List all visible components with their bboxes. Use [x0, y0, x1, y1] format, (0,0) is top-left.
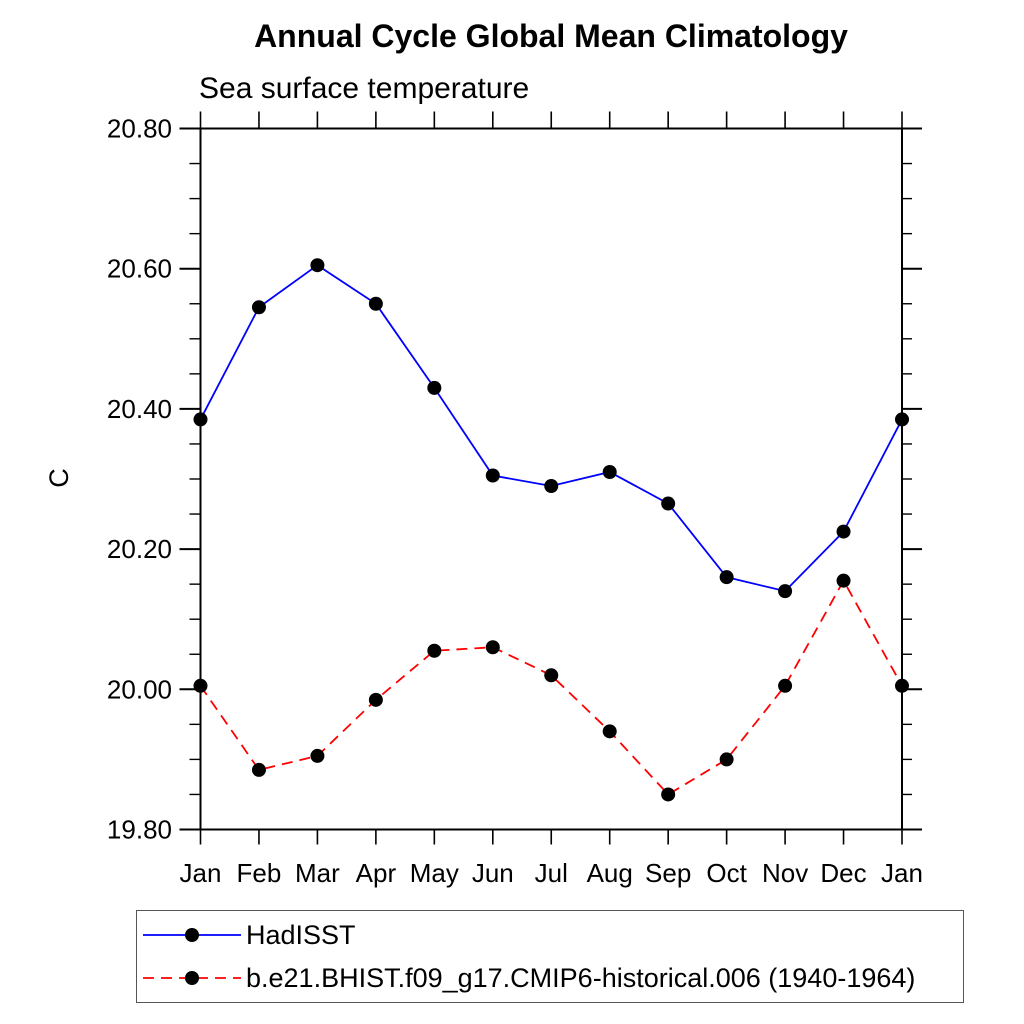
y-tick-label: 20.80 [107, 114, 172, 144]
x-tick-label: Sep [645, 858, 691, 888]
data-point-marker [544, 668, 559, 683]
data-point-marker [719, 752, 734, 767]
x-tick-label: Oct [706, 858, 747, 888]
x-tick-label: May [410, 858, 459, 888]
data-point-marker [719, 570, 734, 585]
data-point-marker [836, 573, 851, 588]
data-point-marker [368, 296, 383, 311]
y-tick-label: 19.80 [107, 815, 172, 845]
x-tick-label: Mar [295, 858, 340, 888]
data-point-marker [193, 412, 208, 427]
legend-label-hadisst: HadISST [246, 919, 356, 950]
data-point-marker [778, 584, 793, 599]
y-tick-label: 20.60 [107, 254, 172, 284]
data-point-marker [485, 468, 500, 483]
data-point-marker [895, 412, 909, 427]
x-tick-label: Jan [881, 858, 923, 888]
data-point-marker [193, 678, 208, 693]
x-tick-label: Jul [535, 858, 568, 888]
data-point-marker [778, 678, 793, 693]
data-point-marker [661, 787, 676, 802]
legend-sample-marker [185, 928, 199, 942]
chart-subtitle: Sea surface temperature [199, 72, 530, 105]
y-tick-label: 20.20 [107, 534, 172, 564]
data-point-marker [602, 464, 617, 479]
legend-item-hadisst: HadISST [141, 914, 963, 957]
data-point-marker [368, 692, 383, 707]
x-tick-label: Jan [180, 858, 222, 888]
data-point-marker [602, 724, 617, 739]
x-tick-label: Apr [356, 858, 397, 888]
x-tick-label: Jun [472, 858, 514, 888]
legend-label-model: b.e21.BHIST.f09_g17.CMIP6-historical.006… [246, 962, 916, 993]
x-tick-label: Dec [820, 858, 866, 888]
x-tick-label: Nov [762, 858, 808, 888]
data-point-marker [310, 258, 325, 273]
data-point-marker [251, 762, 266, 777]
data-point-marker [251, 300, 266, 315]
data-point-marker [895, 678, 909, 693]
data-point-marker [836, 524, 851, 539]
x-tick-label: Feb [237, 858, 282, 888]
legend-box: HadISST b.e21.BHIST.f09_g17.CMIP6-histor… [136, 910, 964, 1003]
y-axis-title: C [44, 468, 74, 488]
series-line-0 [199, 264, 903, 593]
legend-line-sample-1 [143, 971, 241, 985]
x-tick-label: Aug [587, 858, 633, 888]
data-point-marker [485, 640, 500, 655]
chart-title: Annual Cycle Global Mean Climatology [254, 18, 848, 54]
data-point-marker [427, 643, 442, 658]
series-line-1 [199, 578, 903, 796]
legend-item-model: b.e21.BHIST.f09_g17.CMIP6-historical.006… [141, 957, 963, 1000]
data-point-marker [544, 479, 559, 494]
y-tick-label: 20.40 [107, 394, 172, 424]
data-point-marker [427, 380, 442, 395]
legend-sample-marker [185, 971, 199, 985]
y-tick-label: 20.00 [107, 674, 172, 704]
legend-line-sample-0 [143, 928, 241, 942]
data-point-marker [661, 496, 676, 511]
data-point-marker [310, 748, 325, 763]
